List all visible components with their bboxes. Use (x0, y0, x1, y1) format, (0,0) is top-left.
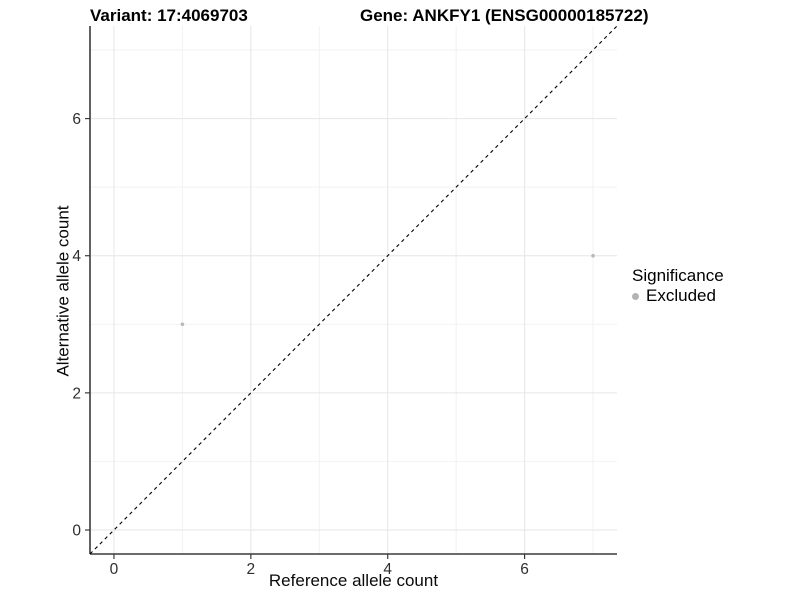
legend-item-excluded: Excluded (632, 286, 724, 306)
legend-point-icon (632, 292, 639, 300)
data-point (180, 322, 185, 327)
y-axis-title: Alternative allele count (53, 205, 73, 377)
y-tick-label: 4 (72, 248, 81, 265)
plot-title-variant: Variant: 17:4069703 (90, 6, 248, 25)
legend-title: Significance (632, 266, 724, 285)
x-tick-label: 0 (110, 561, 119, 578)
plot-title-gene: Gene: ANKFY1 (ENSG00000185722) (360, 6, 649, 25)
x-tick-label: 4 (383, 561, 392, 578)
legend-item-label: Excluded (646, 286, 716, 305)
legend: Significance Excluded (632, 265, 724, 306)
data-point (591, 253, 595, 258)
y-tick-label: 0 (72, 523, 81, 540)
identity-line (89, 25, 618, 555)
x-tick-label: 6 (520, 561, 529, 578)
x-tick-label: 2 (247, 561, 256, 578)
y-tick-label: 6 (72, 111, 81, 128)
y-tick-label: 2 (72, 385, 81, 402)
x-axis-title: Reference allele count (268, 571, 439, 590)
